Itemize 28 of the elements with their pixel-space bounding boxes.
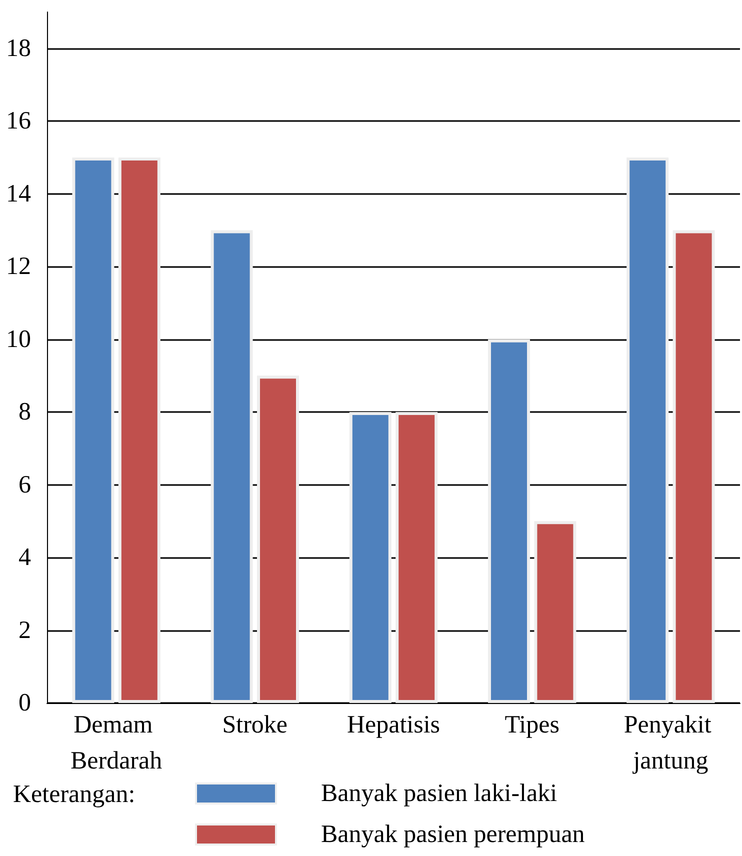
y-tick-label: 0 bbox=[18, 690, 31, 716]
bar bbox=[626, 157, 669, 703]
y-tick-label: 6 bbox=[18, 471, 31, 498]
legend-label: Banyak pasien perempuan bbox=[321, 821, 586, 848]
y-tick-label: 12 bbox=[6, 253, 31, 280]
y-tick-label: 16 bbox=[6, 108, 31, 135]
bar bbox=[349, 412, 392, 703]
y-tick-label: 14 bbox=[6, 180, 32, 208]
bar bbox=[672, 230, 715, 703]
bar bbox=[72, 157, 114, 703]
y-tick-label: 4 bbox=[18, 544, 32, 572]
legend-label: Banyak pasien laki-laki bbox=[321, 780, 558, 807]
x-tick-label: Tipes bbox=[504, 712, 560, 738]
y-tick-label: 10 bbox=[6, 326, 31, 353]
x-tick-label: Stroke bbox=[222, 712, 288, 738]
y-tick-label: 8 bbox=[18, 398, 31, 426]
bar bbox=[488, 339, 530, 703]
bar bbox=[257, 376, 299, 703]
bar bbox=[534, 521, 576, 703]
x-tick-label: Penyakit jantung bbox=[624, 712, 718, 774]
bar bbox=[210, 230, 253, 703]
y-tick-label: 18 bbox=[6, 34, 31, 62]
y-tick-label: 2 bbox=[18, 616, 31, 644]
x-tick-label: Hepatisis bbox=[346, 712, 440, 738]
bar bbox=[118, 157, 160, 703]
legend-title: Keterangan: bbox=[13, 781, 136, 808]
bar bbox=[396, 412, 438, 703]
x-tick-label: Demam Berdarah bbox=[70, 712, 163, 774]
